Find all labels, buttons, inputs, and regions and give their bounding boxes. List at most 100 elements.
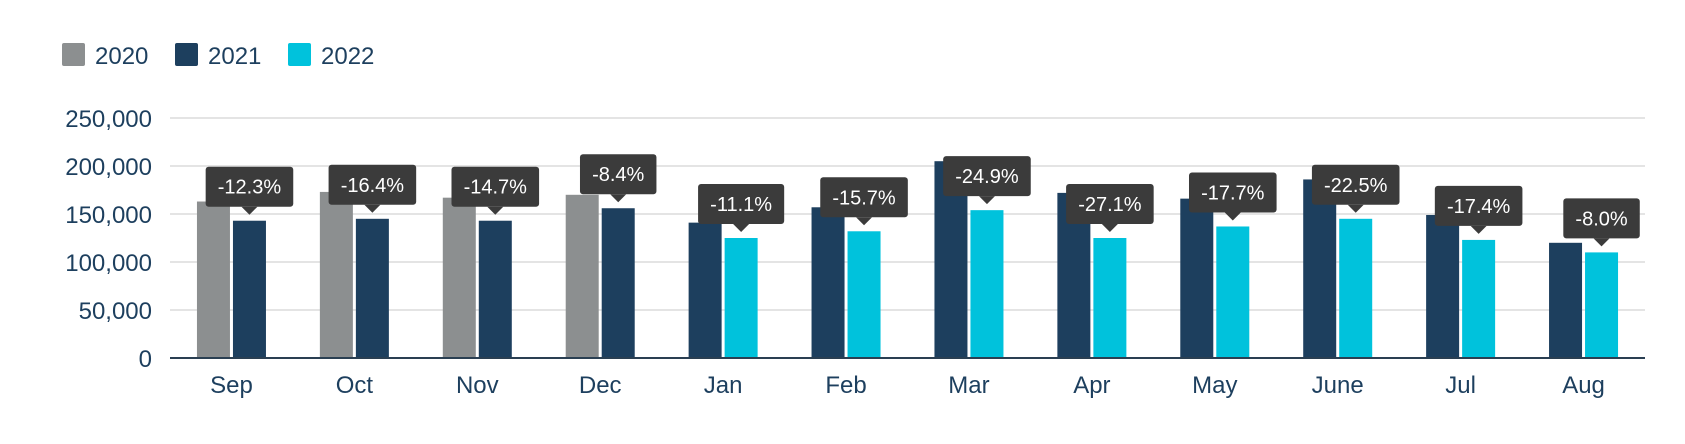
bar-sep-2021 [232, 220, 266, 358]
callout-pointer [856, 217, 873, 226]
change-callout: -24.9% [943, 156, 1031, 205]
x-tick-label: June [1312, 372, 1364, 399]
callout-box [1188, 172, 1277, 213]
x-tick-label: Jan [704, 372, 743, 399]
callout-box [1066, 184, 1154, 224]
callout-pointer [1470, 225, 1487, 234]
x-tick-label: May [1192, 372, 1237, 399]
change-callout: -16.4% [328, 164, 417, 213]
callout-pointer [1224, 212, 1241, 221]
change-callout: -11.1% [698, 184, 785, 232]
change-label: -17.4% [1447, 196, 1511, 218]
x-tick-label: Aug [1562, 372, 1605, 399]
legend-label-2021: 2021 [208, 43, 261, 70]
change-callout: -15.7% [820, 177, 908, 226]
y-tick-label: 50,000 [79, 298, 152, 325]
callout-box [205, 166, 294, 207]
x-tick-label: Mar [948, 372, 989, 399]
change-label: -17.7% [1201, 182, 1265, 204]
bar-june-2021 [1303, 179, 1337, 358]
bar-sep-2020 [196, 201, 230, 358]
change-label: -14.7% [464, 177, 528, 199]
legend-swatch-2020 [62, 43, 85, 66]
callout-box [1563, 198, 1640, 239]
bar-dec-2020 [565, 194, 599, 358]
y-tick-label: 0 [139, 346, 152, 373]
bar-jan-2021 [688, 222, 722, 358]
change-label: -24.9% [955, 166, 1019, 188]
legend-swatch-2021 [175, 43, 198, 66]
bar-may-2022 [1216, 226, 1250, 358]
y-tick-label: 100,000 [65, 250, 152, 277]
legend: 2020 2021 2022 [62, 43, 374, 70]
callout-box [820, 177, 908, 218]
bar-mar-2022 [970, 210, 1004, 358]
callout-pointer [1593, 238, 1610, 247]
x-tick-label: Feb [825, 372, 866, 399]
change-callout: -17.4% [1434, 185, 1523, 234]
callouts: -12.3% -16.4% -14.7% -8.4% -11.1% -15.7% -24.9… [205, 154, 1640, 247]
change-label: -16.4% [341, 175, 405, 197]
change-label: -27.1% [1078, 194, 1142, 216]
callout-box [579, 154, 657, 195]
y-axis: 0 50,000 100,000 150,000 200,000 250,000 [65, 106, 152, 373]
callout-pointer [241, 206, 258, 215]
bar-aug-2021 [1549, 242, 1583, 358]
change-label: -12.3% [218, 177, 282, 199]
legend-label-2020: 2020 [95, 43, 148, 70]
y-tick-label: 150,000 [65, 202, 152, 229]
bar-jul-2022 [1462, 239, 1496, 358]
y-tick-label: 200,000 [65, 154, 152, 181]
change-label: -11.1% [710, 194, 772, 216]
y-tick-label: 250,000 [65, 106, 152, 133]
legend-swatch-2022 [288, 43, 311, 66]
callout-pointer [610, 194, 627, 203]
callout-box [1434, 185, 1523, 226]
bar-aug-2022 [1585, 252, 1619, 358]
change-callout: -12.3% [205, 166, 294, 215]
callout-box [1311, 164, 1400, 205]
callout-box [698, 184, 785, 224]
x-axis: Sep Oct Nov Dec Jan Feb Mar Apr May June Jul Aug [210, 372, 1605, 399]
change-callout: -8.0% [1563, 198, 1640, 247]
bar-feb-2021 [811, 207, 845, 358]
callout-box [943, 156, 1031, 197]
callout-box [451, 166, 540, 207]
x-tick-label: Oct [336, 372, 374, 399]
bar-jan-2022 [724, 238, 758, 358]
change-label: -8.0% [1575, 208, 1627, 230]
x-tick-label: Apr [1073, 372, 1110, 399]
change-callout: -14.7% [451, 166, 540, 215]
x-tick-label: Sep [210, 372, 253, 399]
callout-box [328, 164, 417, 205]
bar-feb-2022 [847, 231, 881, 358]
change-label: -15.7% [832, 187, 896, 209]
bar-oct-2020 [319, 191, 353, 358]
callout-pointer [487, 206, 504, 215]
bar-nov-2020 [442, 197, 476, 358]
change-label: -8.4% [592, 164, 644, 186]
change-callout: -17.7% [1188, 172, 1277, 221]
legend-label-2022: 2022 [321, 43, 374, 70]
callout-pointer [1101, 224, 1118, 232]
bar-may-2021 [1180, 198, 1214, 358]
callout-pointer [733, 224, 750, 232]
change-callout: -27.1% [1066, 184, 1154, 232]
bar-apr-2022 [1093, 238, 1127, 358]
change-label: -22.5% [1324, 175, 1388, 197]
bar-nov-2021 [478, 220, 512, 358]
x-tick-label: Nov [456, 372, 499, 399]
bar-dec-2021 [601, 208, 635, 358]
x-tick-label: Dec [579, 372, 622, 399]
change-callout: -8.4% [579, 154, 657, 203]
change-callout: -22.5% [1311, 164, 1400, 213]
bar-jul-2021 [1426, 214, 1460, 358]
callout-pointer [978, 196, 995, 205]
callout-pointer [1347, 204, 1364, 213]
bar-june-2022 [1339, 218, 1373, 358]
bars [196, 161, 1619, 358]
x-tick-label: Jul [1445, 372, 1476, 399]
callout-pointer [364, 204, 381, 213]
bar-oct-2021 [355, 218, 389, 358]
